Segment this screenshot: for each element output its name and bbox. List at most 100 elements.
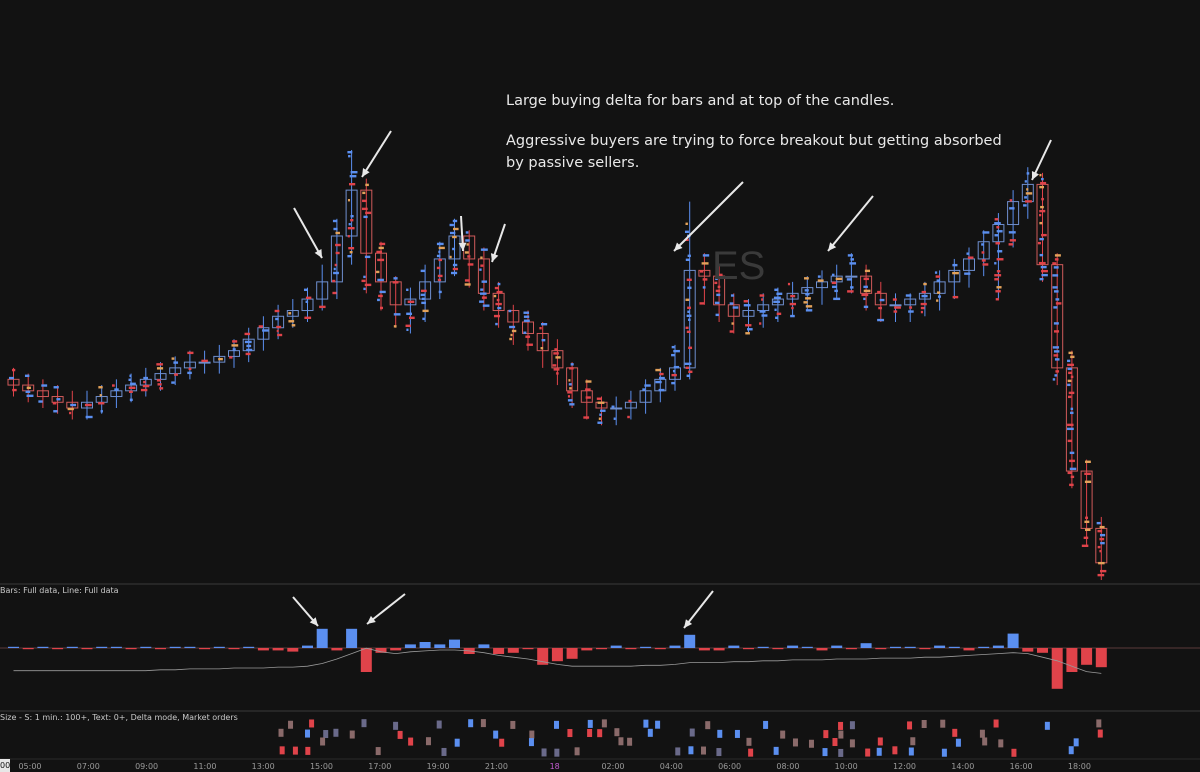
footprint-cell xyxy=(729,302,734,305)
footprint-cell xyxy=(715,313,719,317)
footprint-cell xyxy=(466,243,469,246)
footprint-cell xyxy=(407,300,415,303)
trade-marker xyxy=(425,737,431,746)
footprint-cell xyxy=(332,291,337,295)
footprint-cell xyxy=(348,247,355,250)
footprint-cell xyxy=(1067,363,1074,367)
footprint-cell xyxy=(365,211,372,215)
footprint-cell xyxy=(379,242,386,246)
trade-marker xyxy=(838,748,844,757)
trade-marker xyxy=(1097,729,1103,738)
delta-bar xyxy=(581,648,593,651)
footprint-cell xyxy=(684,230,689,233)
annotation-arrowhead xyxy=(314,249,322,258)
footprint-cell xyxy=(25,390,31,393)
footprint-cell xyxy=(920,306,925,310)
footprint-cell xyxy=(363,215,368,219)
delta-bar xyxy=(640,646,652,648)
footprint-cell xyxy=(1055,370,1060,373)
footprint-cell xyxy=(863,285,868,289)
footprint-cell xyxy=(508,309,512,313)
footprint-cell xyxy=(378,246,384,250)
footprint-cell xyxy=(1037,241,1042,245)
footprint-cell xyxy=(686,314,692,317)
footprint-cell xyxy=(1052,378,1056,381)
delta-bar xyxy=(404,644,416,648)
footprint-cell xyxy=(231,344,239,347)
delta-bar xyxy=(801,646,813,648)
footprint-cell xyxy=(1081,544,1089,547)
delta-bar xyxy=(625,648,637,650)
footprint-cell xyxy=(1097,529,1103,533)
footprint-cell xyxy=(156,379,161,382)
footprint-cell xyxy=(1097,573,1105,577)
trade-marker xyxy=(907,721,913,730)
footprint-cell xyxy=(100,410,103,413)
footprint-cell xyxy=(1067,439,1072,443)
footprint-cell xyxy=(511,329,517,333)
candle-body xyxy=(904,298,917,306)
footprint-cell xyxy=(759,294,765,297)
footprint-cell xyxy=(596,397,602,400)
footprint-cell xyxy=(567,399,573,402)
footprint-cell xyxy=(569,367,574,370)
footprint-cell xyxy=(835,277,843,281)
footprint-cell xyxy=(277,333,283,337)
footprint-cell xyxy=(834,289,838,293)
footprint-cell xyxy=(377,298,380,302)
footprint-cell xyxy=(1085,516,1089,519)
footprint-cell xyxy=(850,258,854,261)
footprint-cell xyxy=(599,413,602,416)
trade-marker xyxy=(529,730,535,739)
footprint-cell xyxy=(437,274,443,278)
footprint-cell xyxy=(967,256,974,259)
footprint-cell xyxy=(1099,537,1105,541)
footprint-cell xyxy=(923,282,927,286)
footprint-cell xyxy=(347,255,352,258)
trade-marker xyxy=(587,719,593,728)
annotation-line-3: by passive sellers. xyxy=(506,155,640,171)
footprint-cell xyxy=(743,300,749,303)
time-axis-label: 18:00 xyxy=(1067,762,1091,771)
trade-marker xyxy=(998,739,1004,748)
footprint-cell xyxy=(1069,467,1077,471)
footprint-cell xyxy=(1054,258,1059,261)
footprint-cell xyxy=(1025,200,1032,203)
footprint-cell xyxy=(1054,374,1058,377)
footprint-cell xyxy=(936,299,939,302)
candle-body xyxy=(404,298,417,306)
footprint-cell xyxy=(1085,528,1091,531)
footprint-cell xyxy=(541,339,546,342)
footprint-cell xyxy=(776,312,782,315)
footprint-cell xyxy=(877,318,885,322)
footprint-cell xyxy=(173,361,179,364)
footprint-cell xyxy=(598,417,601,420)
delta-bar xyxy=(1007,633,1019,648)
footprint-cell xyxy=(715,289,721,293)
footprint-cell xyxy=(671,345,675,349)
footprint-cell xyxy=(1067,383,1071,387)
footprint-cell xyxy=(449,231,456,235)
time-axis-label: 11:00 xyxy=(193,762,217,771)
trade-marker xyxy=(574,747,580,756)
candle-body xyxy=(330,235,343,283)
footprint-cell xyxy=(791,306,794,310)
delta-bar xyxy=(346,628,358,648)
annotation-arrowhead xyxy=(684,619,693,628)
footprint-cell xyxy=(688,346,693,349)
time-axis-label: 05:00 xyxy=(18,762,42,771)
trade-marker xyxy=(305,746,311,755)
footprint-cell xyxy=(450,271,458,275)
footprint-cell xyxy=(480,264,484,267)
footprint-cell xyxy=(804,277,809,280)
footprint-cell xyxy=(613,417,616,420)
footprint-cell xyxy=(878,306,882,310)
footprint-cell xyxy=(69,411,72,415)
annotation-line-2: Aggressive buyers are trying to force br… xyxy=(506,133,1002,149)
footprint-cell xyxy=(130,382,136,385)
footprint-cell xyxy=(1099,533,1106,537)
footprint-cell xyxy=(129,390,133,393)
footprint-cell xyxy=(276,329,279,333)
footprint-cell xyxy=(350,215,354,218)
candle-body xyxy=(698,269,711,277)
